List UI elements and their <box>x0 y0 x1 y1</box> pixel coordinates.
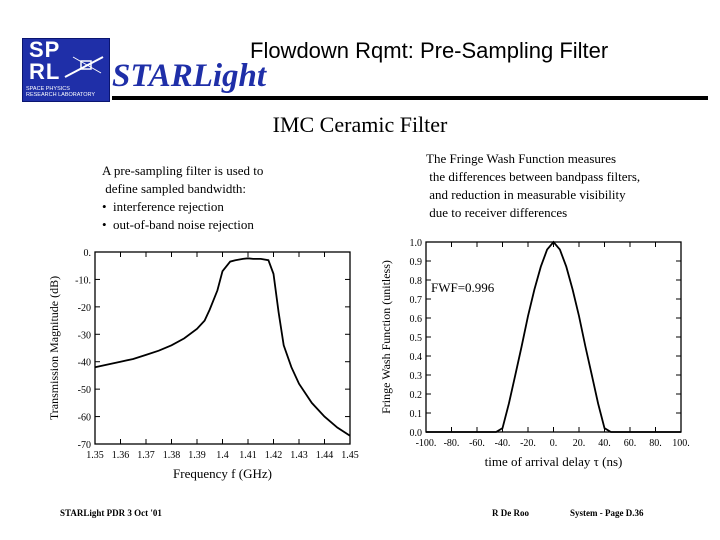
x-tick-label: -40. <box>495 438 511 449</box>
y-tick-label: 0.6 <box>410 314 423 325</box>
x-tick-label: 1.43 <box>290 450 308 461</box>
x-tick-label: 40. <box>598 438 611 449</box>
footer-right: System - Page D.36 <box>570 508 644 518</box>
footer-center: R De Roo <box>492 508 529 518</box>
y-tick-label: 0.2 <box>410 390 423 401</box>
left-description: A pre-sampling filter is used to define … <box>102 163 264 232</box>
header-rule <box>112 96 708 100</box>
y-tick-label: -70 <box>78 440 91 451</box>
brand-name: STARLight <box>112 58 267 94</box>
x-tick-label: 80. <box>649 438 662 449</box>
right-description: The Fringe Wash Function measures the di… <box>426 151 641 220</box>
y-tick-label: 0.0 <box>410 428 423 439</box>
plot-frame <box>425 241 682 433</box>
y-tick-label: 0.9 <box>410 257 423 268</box>
x-tick-label: 20. <box>573 438 586 449</box>
chart-annotation: FWF=0.996 <box>431 280 495 295</box>
y-tick-label: -20 <box>78 303 91 314</box>
y-tick-label: -60 <box>78 413 91 424</box>
x-tick-label: 1.4 <box>216 450 229 461</box>
y-tick-label: -40 <box>78 358 91 369</box>
logo-letters: SP RL <box>29 37 61 84</box>
x-tick-label: 1.44 <box>316 450 334 461</box>
filter-response-chart: 1.35 1.36 1.37 1.38 1.39 1.4 1.41 1.42 1.43 1.44 1… <box>47 248 359 481</box>
x-tick-label: -20. <box>520 438 536 449</box>
y-tick-label: 0.5 <box>410 333 423 344</box>
x-tick-label: 1.35 <box>86 450 104 461</box>
fringe-wash-chart: -100. -80. -60. -40. -20. 0. 20. 40. 60. 80. 100.1… <box>379 238 690 469</box>
x-tick-label: 1.36 <box>112 450 130 461</box>
page-subtitle: IMC Ceramic Filter <box>272 112 448 137</box>
y-tick-label: 0.4 <box>410 352 423 363</box>
page-title: Flowdown Rqmt: Pre-Sampling Filter <box>250 38 609 63</box>
x-tick-label: 1.41 <box>239 450 257 461</box>
x-axis-label: Frequency f (GHz) <box>173 466 272 481</box>
y-tick-label: -10. <box>75 275 91 286</box>
y-tick-label: 0.8 <box>410 276 423 287</box>
x-tick-label: 1.45 <box>341 450 359 461</box>
x-tick-label: 100. <box>672 438 690 449</box>
plot-frame <box>94 251 351 445</box>
x-tick-label: 60. <box>624 438 637 449</box>
y-tick-label: -50 <box>78 385 91 396</box>
x-tick-label: 1.42 <box>265 450 283 461</box>
series-line <box>94 257 351 437</box>
x-tick-label: 0. <box>550 438 558 449</box>
x-tick-label: 1.37 <box>137 450 155 461</box>
y-tick-label: 1.0 <box>410 238 423 249</box>
x-tick-label: -80. <box>444 438 460 449</box>
sprl-logo: SP RL SPACE PHYSICS RESEARCH LABORATORY <box>22 38 110 102</box>
y-tick-label: 0.3 <box>410 371 423 382</box>
y-tick-label: -30 <box>78 330 91 341</box>
x-tick-label: 1.38 <box>163 450 181 461</box>
x-axis-label: time of arrival delay τ (ns) <box>485 454 623 469</box>
y-tick-label: 0.1 <box>410 409 423 420</box>
x-tick-label: 1.39 <box>188 450 206 461</box>
series-line <box>426 240 681 433</box>
footer-left: STARLight PDR 3 Oct '01 <box>60 508 162 518</box>
satellite-icon <box>64 56 104 78</box>
y-axis-label: Transmission Magnitude (dB) <box>47 276 61 420</box>
logo-subtext: SPACE PHYSICS RESEARCH LABORATORY <box>26 86 96 98</box>
x-tick-label: -60. <box>469 438 485 449</box>
y-tick-label: 0.7 <box>410 295 423 306</box>
x-tick-label: -100. <box>416 438 437 449</box>
y-axis-label: Fringe Wash Function (unitless) <box>379 260 393 414</box>
y-tick-label: 0. <box>84 248 92 259</box>
